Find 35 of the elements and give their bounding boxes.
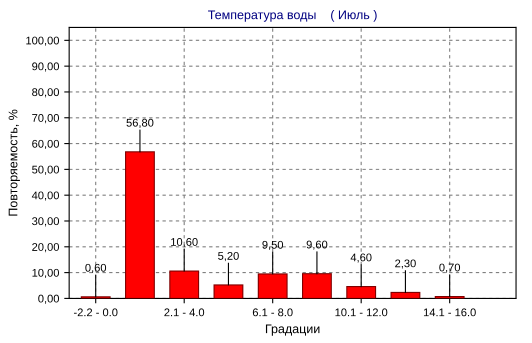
x-axis-title: Градации	[266, 324, 320, 336]
y-tick-label: 60,00	[32, 140, 60, 150]
x-tick-label: 10.1 - 12.0	[335, 308, 388, 316]
data-label: 56,80	[126, 118, 154, 128]
data-label: 9,50	[262, 240, 284, 250]
data-label: 0,70	[439, 264, 460, 273]
data-label: 5,20	[218, 252, 239, 262]
x-tick-label: 6.1 - 8.0	[252, 308, 293, 316]
bar	[390, 292, 420, 298]
bar	[346, 286, 376, 298]
bar	[125, 151, 155, 298]
data-label: 4,60	[350, 254, 372, 263]
y-tick-label: 10,00	[32, 268, 60, 278]
chart-title: Температура воды ( Июль )	[208, 10, 377, 22]
y-tick-label: 70,00	[32, 114, 60, 124]
y-tick-label: 90,00	[32, 62, 60, 72]
y-tick-label: 30,00	[32, 217, 60, 226]
y-tick-label: 20,00	[32, 243, 60, 252]
y-tick-label: 100,00	[26, 36, 60, 46]
data-label: 0,60	[85, 264, 106, 274]
data-label: 9,60	[306, 240, 328, 250]
y-axis-title: Повторяемость, %	[8, 110, 20, 216]
data-label: 2,30	[395, 259, 416, 269]
x-tick-label: 2.1 - 4.0	[164, 308, 204, 316]
y-tick-label: 50,00	[32, 166, 60, 175]
x-tick-label: -2.2 - 0.0	[74, 308, 118, 316]
bar	[214, 284, 244, 298]
bar	[258, 273, 288, 298]
y-tick-label: 40,00	[32, 191, 60, 201]
data-label: 10,60	[171, 238, 198, 248]
bar	[169, 270, 200, 298]
x-tick-label: 14.1 - 16.0	[424, 308, 476, 316]
y-tick-label: 0,00	[38, 294, 60, 304]
y-tick-label: 80,00	[32, 88, 60, 98]
bar	[302, 273, 332, 298]
